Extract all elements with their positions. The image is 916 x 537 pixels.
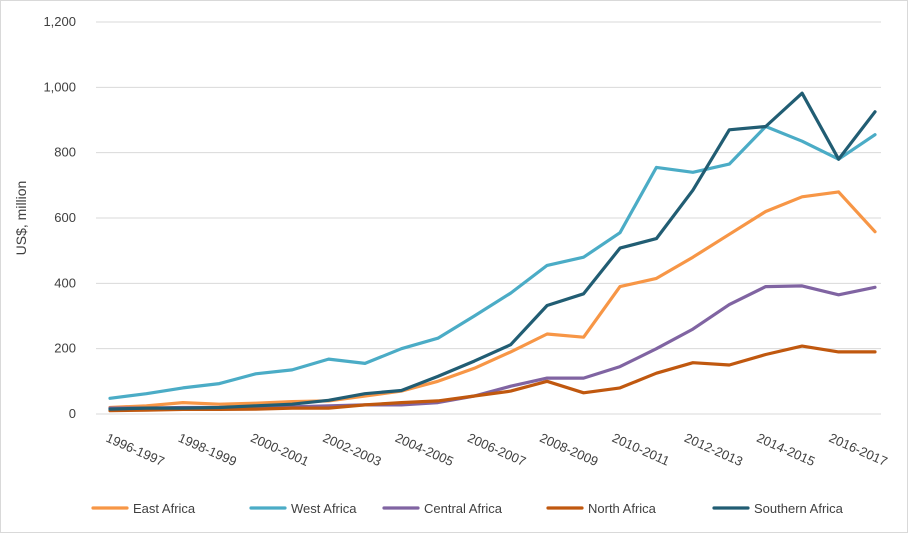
y-tick-label: 800 (54, 145, 76, 160)
series-line-north-africa (108, 344, 877, 413)
legend: East Africa West Africa Central Africa Nort… (91, 501, 844, 516)
y-tick-label: 400 (54, 275, 76, 290)
x-tick-label: 2004-2005 (393, 430, 456, 469)
legend-label-west-africa: West Africa (291, 501, 357, 516)
series-lines (108, 91, 877, 413)
x-tick-label: 2014-2015 (754, 430, 817, 469)
x-axis-ticks: 1996-1997 1998-1999 2000-2001 2002-2003 2004… (104, 430, 890, 469)
y-tick-label: 200 (54, 341, 76, 356)
gridlines (96, 21, 881, 415)
y-tick-label: 1,000 (43, 79, 76, 94)
y-tick-label: 600 (54, 210, 76, 225)
legend-label-north-africa: North Africa (588, 501, 657, 516)
x-tick-label: 2000-2001 (248, 430, 311, 469)
x-tick-label: 2002-2003 (321, 430, 384, 469)
series-line-west-africa (108, 124, 877, 400)
legend-label-east-africa: East Africa (133, 501, 196, 516)
legend-label-southern-africa: Southern Africa (754, 501, 844, 516)
y-tick-label: 0 (69, 406, 76, 421)
x-tick-label: 1998-1999 (176, 430, 239, 469)
y-tick-label: 1,200 (43, 14, 76, 29)
series-line-southern-africa (108, 91, 877, 411)
y-axis-title: US$, million (13, 181, 29, 256)
x-tick-label: 1996-1997 (104, 430, 167, 469)
y-axis-ticks: 0 200 400 600 800 1,000 1,200 (43, 14, 76, 421)
line-chart: 0 200 400 600 800 1,000 1,200 1996-1997 1998-19… (13, 14, 890, 516)
x-tick-label: 2008-2009 (538, 430, 601, 469)
series-line-east-africa (108, 190, 877, 410)
x-tick-label: 2012-2013 (682, 430, 745, 469)
x-tick-label: 2006-2007 (465, 430, 528, 469)
legend-label-central-africa: Central Africa (424, 501, 503, 516)
x-tick-label: 2016-2017 (827, 430, 890, 469)
x-tick-label: 2010-2011 (610, 430, 672, 469)
